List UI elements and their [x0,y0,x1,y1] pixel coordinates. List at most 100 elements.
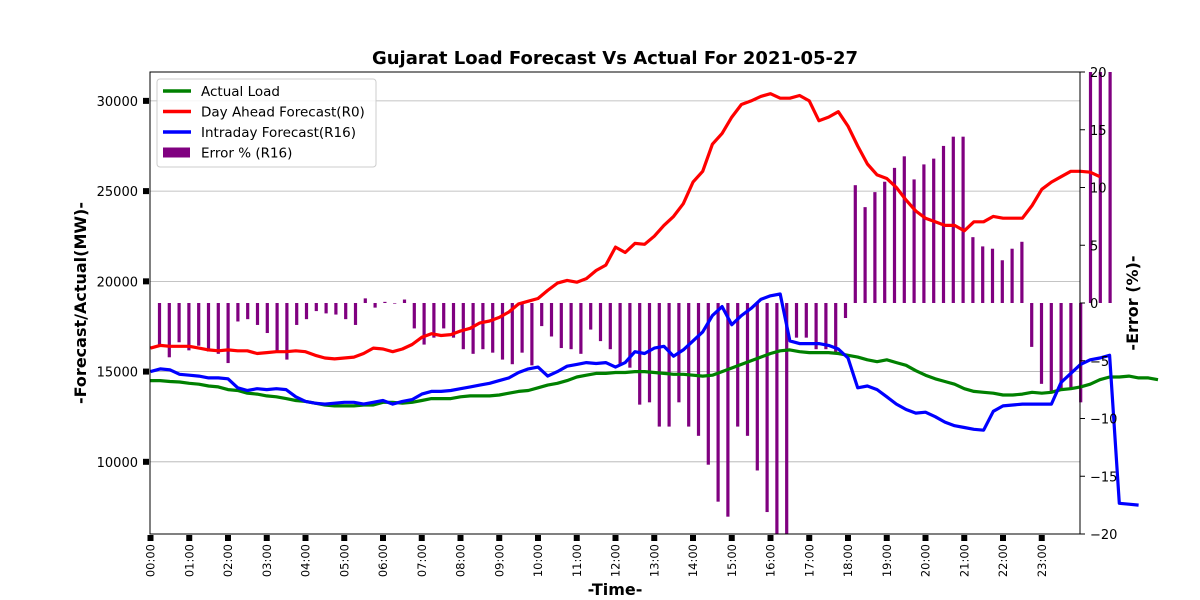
error-bar [755,303,759,471]
x-axis-label: -Time- [588,580,643,599]
error-bar [794,303,799,338]
error-bar [775,303,779,534]
error-bar [834,303,838,354]
legend-box [156,78,377,168]
error-bar [824,303,828,350]
day-ahead-forecast-line [150,92,1101,361]
error-bar [206,303,211,352]
error-bar [589,303,593,330]
x-tick-mark [1038,535,1045,541]
error-bar [304,303,309,320]
error-bar [706,303,710,465]
error-bar [883,181,887,303]
error-bar [892,167,897,303]
error-bar [873,192,877,303]
y2-tick-label: −15 [1090,470,1117,485]
y-axis-label: -Forecast/Actual(MW)- [71,202,90,404]
error-bar [1108,72,1112,303]
x-axis-ticks: 00:00 01:00 02:00 03:00 04:00 05:00 06:00 07:00… [144,535,1049,577]
x-tick-label: 20:00 [919,544,933,577]
x-tick-mark [961,535,968,541]
x-tick-mark [457,535,464,541]
x-tick-mark [767,535,774,541]
error-bar [1020,241,1024,303]
actual-load-line [150,348,1159,408]
error-bar [265,303,269,334]
error-bar [863,207,867,303]
error-bar [981,246,985,303]
error-bar [971,237,975,303]
legend-label: Error % (R16) [201,146,292,162]
error-bar [246,303,250,320]
x-tick-label: 00:00 [144,544,158,577]
y2-tick-label: 0 [1090,297,1098,312]
error-bar [314,303,318,312]
error-bar [1030,303,1034,347]
error-bar [814,303,818,350]
series-lines [150,92,1159,507]
y2-tick-label: 5 [1090,239,1098,254]
legend-label: Intraday Forecast(R16) [201,125,356,141]
error-bar [255,303,260,325]
y-tick-mark [143,368,149,375]
error-bar [696,303,701,436]
error-bar [990,248,995,303]
error-bar [1010,248,1014,303]
error-bar [667,303,671,427]
error-bar [765,303,769,513]
error-bar [373,303,377,308]
x-tick-label: 06:00 [376,544,390,577]
x-tick-mark [883,535,890,541]
intraday-forecast-line [150,292,1139,507]
legend-label: Actual Load [201,84,280,100]
error-bar [442,303,446,329]
error-bar [716,303,720,502]
error-bar [500,303,505,360]
error-bar [598,303,603,342]
x-tick-label: 11:00 [570,544,584,577]
x-tick-mark [922,535,929,541]
x-tick-mark [845,535,851,541]
x-tick-mark [418,535,425,541]
error-bar [226,303,230,364]
y2-tick-label: 15 [1090,124,1107,139]
error-bar [530,303,534,366]
error-bar [451,303,456,338]
error-bar [1069,303,1073,389]
x-tick-mark [651,535,658,541]
legend-label: Day Ahead Forecast(R0) [201,105,365,121]
x-tick-label: 05:00 [337,544,351,577]
error-bar [647,303,652,403]
error-bar [804,303,808,338]
y2-tick-label: −20 [1090,528,1117,543]
x-tick-label: 08:00 [454,544,468,577]
x-tick-label: 04:00 [299,544,313,577]
x-tick-label: 16:00 [764,544,778,577]
error-bar [549,303,554,337]
y-tick-label: 10000 [97,456,138,471]
error-bar [657,303,661,427]
x-tick-mark [573,535,580,541]
x-tick-label: 19:00 [880,544,894,577]
x-tick-label: 14:00 [686,544,700,577]
x-tick-mark [263,535,270,541]
error-bar [559,303,563,349]
error-bar [491,303,495,353]
x-tick-label: 21:00 [957,544,971,577]
error-bar [344,303,348,320]
x-tick-label: 01:00 [182,544,196,577]
x-tick-mark [690,535,696,541]
error-bar [726,303,730,517]
error-bar [1088,72,1093,303]
error-bar [393,303,397,304]
error-bar [216,303,220,354]
y2-axis-label: -Error (%)- [1123,255,1142,350]
y-tick-label: 25000 [97,185,138,200]
y-tick-mark [143,188,149,195]
error-bar [510,303,514,365]
x-tick-mark [225,535,231,541]
y2-tick-label: −10 [1090,413,1117,428]
x-tick-label: 15:00 [725,544,739,577]
y-tick-label: 30000 [97,95,138,110]
x-tick-label: 12:00 [609,544,623,577]
